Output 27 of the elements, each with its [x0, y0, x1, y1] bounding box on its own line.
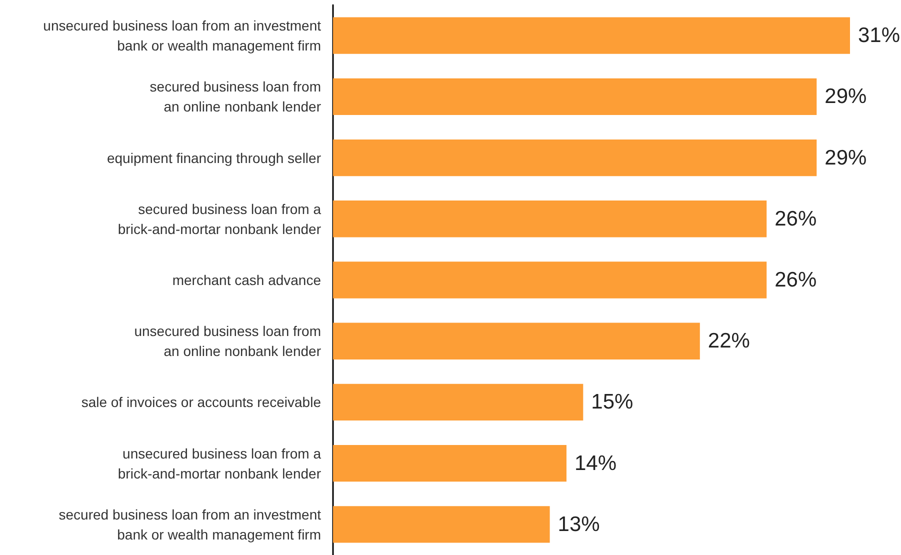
y-tick-label: unsecured business loan from an online nonbank lender — [134, 323, 322, 360]
bar — [333, 78, 817, 115]
y-tick-label: sale of invoices or accounts receivable — [81, 394, 322, 410]
bar — [333, 322, 700, 360]
y-tick-label: unsecured business loan from a brick-and-mortar nonbank lender — [118, 445, 322, 482]
y-tick-label: secured business loan from an investment bank or wealth management firm — [58, 506, 322, 542]
data-label: 31% — [858, 24, 900, 48]
bar — [333, 262, 767, 298]
y-tick-label: merchant cash advance — [172, 272, 322, 288]
bar — [333, 445, 566, 482]
data-label: 26% — [774, 268, 817, 292]
bar — [333, 17, 850, 54]
bar — [333, 384, 584, 421]
bar — [333, 200, 767, 238]
data-label: 22% — [708, 330, 750, 353]
data-label: 15% — [591, 390, 634, 414]
data-label: 29% — [824, 146, 867, 170]
y-tick-label: secured business loan from a brick-and-mortar nonbank lender — [118, 200, 322, 237]
bar — [333, 506, 550, 543]
data-label: 13% — [558, 512, 600, 536]
data-label: 14% — [574, 452, 617, 475]
y-tick-label: equipment financing through seller — [106, 150, 322, 166]
y-tick-label: unsecured business loan from an investment bank or wealth management firm — [43, 18, 322, 54]
data-label: 29% — [824, 85, 867, 108]
data-label: 26% — [774, 207, 817, 230]
bar — [333, 139, 817, 176]
y-tick-label: secured business loan from an online nonbank lender — [150, 78, 322, 115]
